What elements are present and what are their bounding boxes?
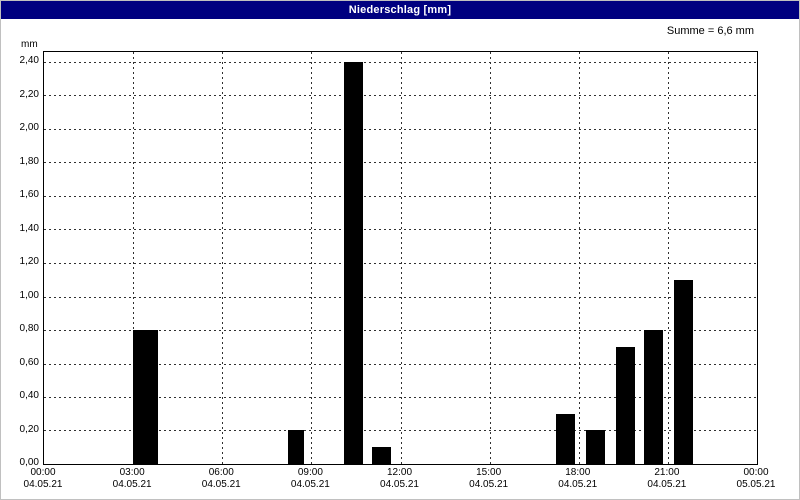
x-tick-date: 04.05.21 <box>558 479 598 490</box>
x-tick-date: 04.05.21 <box>112 479 152 490</box>
precipitation-bar-chart <box>44 52 757 464</box>
x-tick-time: 15:00 <box>476 467 502 478</box>
y-tick-label: 0,40 <box>19 390 39 401</box>
y-tick-label: 0,60 <box>19 356 39 368</box>
precipitation-bar <box>616 347 635 464</box>
precipitation-bar <box>288 430 304 464</box>
x-tick-time: 00:00 <box>743 467 769 478</box>
x-tick-date: 04.05.21 <box>201 479 241 490</box>
x-tick-time: 00:00 <box>30 467 56 478</box>
x-tick-label: 06:00 04.05.21 <box>189 467 253 491</box>
y-tick-label: 1,80 <box>19 155 39 167</box>
x-tick-time: 18:00 <box>565 467 591 478</box>
x-tick-date: 04.05.21 <box>290 479 330 490</box>
precipitation-bar <box>674 280 693 464</box>
x-tick-date: 04.05.21 <box>380 479 419 490</box>
x-tick-time: 12:00 <box>386 467 413 478</box>
x-tick-date: 04.05.21 <box>647 479 687 490</box>
y-tick-label: 1,60 <box>19 189 39 200</box>
x-tick-label: 21:00 04.05.21 <box>635 467 699 491</box>
x-tick-label: 03:00 04.05.21 <box>100 467 164 491</box>
x-tick-label: 15:00 04.05.21 <box>457 467 521 491</box>
x-tick-label: 00:00 05.05.21 <box>724 467 788 491</box>
precipitation-bar <box>644 330 663 464</box>
y-tick-label: 2,20 <box>19 88 39 100</box>
x-tick-label: 09:00 04.05.21 <box>278 467 342 491</box>
y-tick-label: 0,00 <box>19 457 39 468</box>
x-tick-date: 05.05.21 <box>736 479 776 490</box>
y-tick-label: 1,40 <box>19 222 39 234</box>
y-tick-label: 1,00 <box>19 289 39 301</box>
y-tick-label: 1,20 <box>19 256 39 267</box>
window-title: Niederschlag [mm] <box>348 4 452 16</box>
title-bar: Niederschlag [mm] <box>1 1 799 19</box>
y-tick-label: 0,20 <box>19 423 39 435</box>
precipitation-bar <box>133 330 158 464</box>
x-tick-label: 18:00 04.05.21 <box>546 467 610 491</box>
x-tick-label: 00:00 04.05.21 <box>11 467 75 491</box>
y-tick-label: 2,40 <box>19 55 39 66</box>
y-tick-label: 0,80 <box>19 323 39 334</box>
x-tick-label: 12:00 04.05.21 <box>368 467 432 491</box>
x-tick-time: 03:00 <box>119 467 145 478</box>
precipitation-bar <box>372 447 391 464</box>
x-tick-date: 04.05.21 <box>23 479 63 490</box>
x-tick-date: 04.05.21 <box>469 479 509 490</box>
plot-area <box>43 51 758 465</box>
precipitation-bar <box>344 62 363 464</box>
precipitation-bar <box>586 430 605 464</box>
y-axis-unit-label: mm <box>21 39 38 50</box>
y-tick-label: 2,00 <box>19 122 39 133</box>
x-tick-time: 09:00 <box>297 467 323 478</box>
precipitation-bar <box>556 414 575 464</box>
x-tick-time: 21:00 <box>654 467 680 478</box>
x-tick-time: 06:00 <box>208 467 234 478</box>
sum-label: Summe = 6,6 mm <box>666 25 754 37</box>
